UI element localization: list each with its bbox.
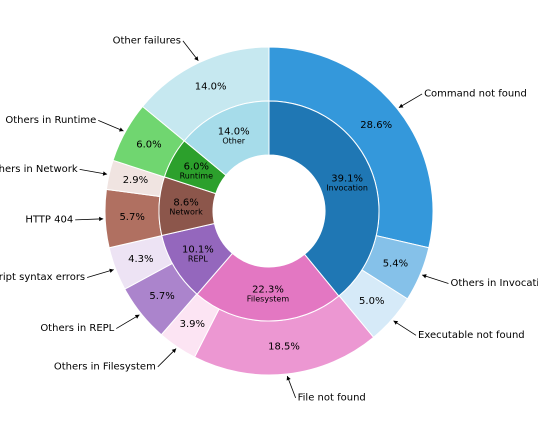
inner-percent-label-filesystem: 22.3% <box>252 284 284 295</box>
outer-percent-label-script-syntax-errors: 4.3% <box>128 254 153 265</box>
callout-label-others-in-filesystem: Others in Filesystem <box>54 361 156 372</box>
callout-arrowhead-others-in-runtime <box>118 127 124 132</box>
callout-label-others-in-network: Others in Network <box>0 164 78 175</box>
outer-percent-labels: 28.6% 5.4% 5.0% 18.5% 3.9% 5.7% 4.3% 5.7% 2.9% 6.… <box>119 82 408 353</box>
inner-category-label-network: Network <box>169 208 203 217</box>
callout-line-others-in-filesystem <box>157 348 177 368</box>
callout-line-http-404 <box>75 218 104 221</box>
inner-ring <box>158 100 380 322</box>
outer-percent-label-others-in-invocation: 5.4% <box>383 258 408 269</box>
outer-percent-label-http-404: 5.7% <box>119 212 144 223</box>
inner-percent-label-runtime: 6.0% <box>184 161 209 172</box>
callout-label-others-in-repl: Others in REPL <box>40 323 114 334</box>
callout-arrowhead-file-not-found <box>286 375 291 381</box>
callout-label-others-in-runtime: Others in Runtime <box>5 115 96 126</box>
outer-ring <box>104 46 434 376</box>
callout-label-executable-not-found: Executable not found <box>418 330 525 341</box>
callout-label-command-not-found: Command not found <box>424 88 527 99</box>
callout-line-executable-not-found <box>393 320 417 336</box>
outer-percent-label-others-in-network: 2.9% <box>123 175 148 186</box>
inner-category-label-filesystem: Filesystem <box>247 294 290 303</box>
callout-arrowhead-others-in-network <box>102 171 108 176</box>
inner-percent-label-other: 14.0% <box>218 126 250 137</box>
callout-line-others-in-network <box>79 169 108 175</box>
callout-label-other-failures: Other failures <box>113 35 181 46</box>
callout-arrowhead-other-failures <box>194 56 199 61</box>
callout-arrowhead-others-in-invocation <box>422 274 427 279</box>
inner-category-label-runtime: Runtime <box>180 171 213 180</box>
inner-category-label-invocation: Invocation <box>326 184 368 193</box>
callout-arrowhead-script-syntax-errors <box>109 268 114 273</box>
callout-labels: Command not found Others in Invocation Exe… <box>0 35 538 403</box>
inner-percent-label-invocation: 39.1% <box>331 174 363 185</box>
inner-category-label-other: Other <box>222 136 245 145</box>
outer-percent-label-command-not-found: 28.6% <box>360 120 392 131</box>
callout-label-script-syntax-errors: Script syntax errors <box>0 272 85 283</box>
callout-arrowhead-others-in-repl <box>134 314 140 319</box>
outer-percent-label-others-in-runtime: 6.0% <box>136 139 161 150</box>
callout-line-others-in-repl <box>116 314 140 329</box>
inner-slice-invocation <box>268 100 380 297</box>
outer-percent-label-other-failures: 14.0% <box>195 82 227 93</box>
callout-line-others-in-runtime <box>98 120 124 132</box>
callout-arrowhead-command-not-found <box>398 103 404 108</box>
outer-percent-label-executable-not-found: 5.0% <box>359 296 384 307</box>
inner-percent-label-network: 8.6% <box>173 198 198 209</box>
inner-slice-filesystem <box>196 252 340 322</box>
callout-arrowhead-others-in-filesystem <box>171 348 177 353</box>
callout-line-others-in-invocation <box>422 274 449 284</box>
inner-slice-other <box>183 100 270 176</box>
outer-percent-label-file-not-found: 18.5% <box>268 342 300 353</box>
callout-line-script-syntax-errors <box>87 269 114 278</box>
callout-line-other-failures <box>182 40 199 62</box>
outer-percent-label-others-in-repl: 5.7% <box>149 291 174 302</box>
callout-label-others-in-invocation: Others in Invocation <box>450 278 538 289</box>
callout-label-file-not-found: File not found <box>298 392 366 403</box>
callout-label-http-404: HTTP 404 <box>25 214 73 225</box>
inner-percent-label-repl: 10.1% <box>182 244 214 255</box>
callout-arrowhead-executable-not-found <box>393 320 399 325</box>
callout-arrowhead-http-404 <box>99 216 104 222</box>
inner-category-label-repl: REPL <box>188 254 208 263</box>
inner-labels: 39.1%Invocation 22.3%Filesystem 10.1%REPL 8… <box>169 126 368 303</box>
callout-line-command-not-found <box>398 93 423 108</box>
outer-percent-label-others-in-filesystem: 3.9% <box>180 319 205 330</box>
